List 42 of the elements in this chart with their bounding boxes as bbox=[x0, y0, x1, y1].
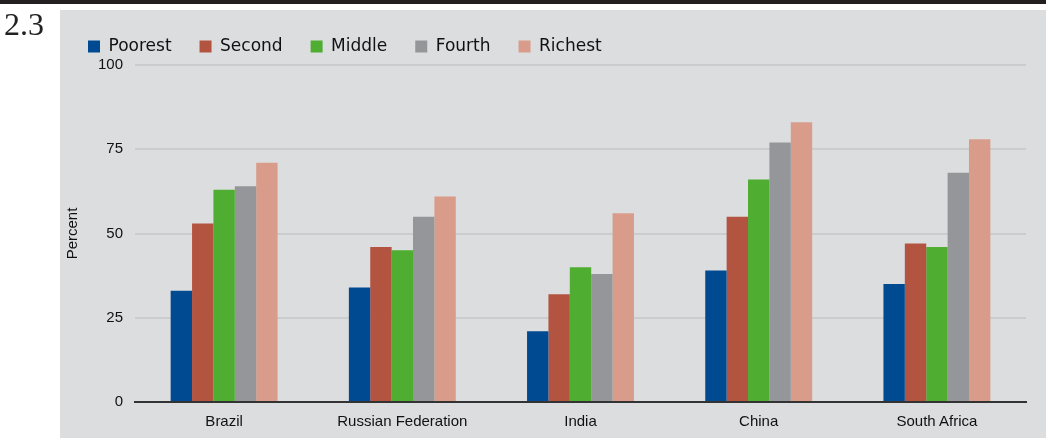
y-tick-label: 25 bbox=[106, 307, 124, 325]
y-tick-label: 50 bbox=[106, 223, 124, 241]
bar bbox=[904, 243, 927, 401]
bar bbox=[413, 216, 435, 401]
bar bbox=[748, 179, 770, 401]
bar bbox=[790, 122, 813, 401]
bar bbox=[370, 246, 392, 401]
bar bbox=[705, 270, 727, 401]
bar bbox=[348, 287, 371, 401]
x-tick-label: Brazil bbox=[205, 412, 243, 430]
bar bbox=[883, 284, 905, 401]
bar bbox=[391, 250, 414, 401]
x-tick-label: Russian Federation bbox=[337, 412, 468, 430]
bar bbox=[591, 273, 613, 401]
bar bbox=[192, 223, 214, 401]
bar bbox=[947, 172, 969, 401]
bar bbox=[612, 213, 634, 401]
x-tick-label: India bbox=[564, 412, 598, 430]
bar bbox=[769, 142, 791, 401]
bar bbox=[170, 290, 193, 401]
bar bbox=[548, 294, 570, 401]
bar bbox=[569, 267, 592, 401]
legend-label: Middle bbox=[331, 34, 388, 55]
legend-label: Fourth bbox=[435, 34, 491, 55]
bar bbox=[968, 139, 991, 401]
x-tick-label: China bbox=[739, 412, 779, 430]
legend-label: Richest bbox=[539, 34, 603, 55]
y-tick-label: 0 bbox=[114, 392, 124, 410]
y-tick-label: 100 bbox=[98, 55, 124, 73]
bar bbox=[213, 189, 235, 401]
legend-label: Poorest bbox=[108, 34, 172, 55]
text: 2.3 bbox=[4, 6, 44, 43]
bar bbox=[256, 162, 278, 401]
bar bbox=[527, 331, 549, 401]
bar bbox=[726, 216, 749, 401]
bar bbox=[926, 246, 948, 401]
y-tick-label: 75 bbox=[106, 139, 124, 157]
legend-label: Second bbox=[220, 34, 283, 55]
bar bbox=[234, 186, 257, 401]
bar bbox=[434, 196, 456, 401]
x-tick-label: South Africa bbox=[896, 412, 978, 430]
y-axis-title: Percent bbox=[63, 206, 81, 260]
